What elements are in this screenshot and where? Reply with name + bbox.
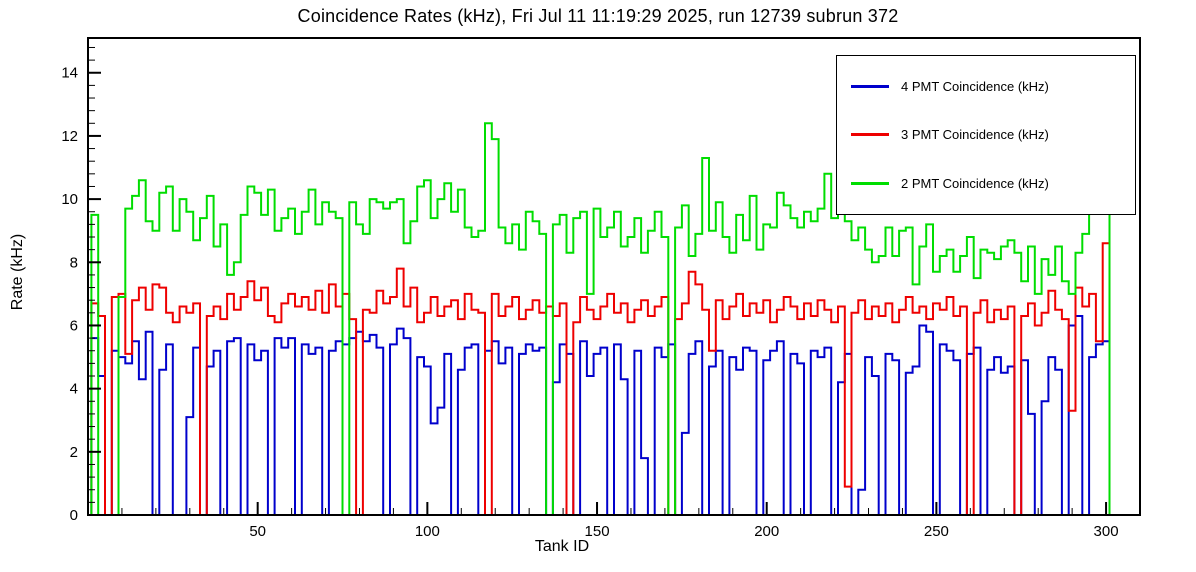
- y-tick-label: 6: [70, 317, 78, 334]
- legend-swatch-3pmt: [851, 133, 889, 137]
- legend-entry-3pmt: 3 PMT Coincidence (kHz): [851, 127, 1129, 142]
- series-line-0: [90, 315, 1117, 516]
- legend-label-2pmt: 2 PMT Coincidence (kHz): [901, 176, 1049, 192]
- x-tick-label: 50: [249, 523, 266, 540]
- x-axis: 50 100 150 200 250 300: [87, 502, 1141, 540]
- x-axis-title: Tank ID: [534, 538, 590, 555]
- y-tick-label: 12: [61, 128, 78, 145]
- legend-entry-4pmt: 4 PMT Coincidence (kHz): [851, 79, 1129, 94]
- x-tick-label: 300: [1094, 523, 1119, 540]
- x-tick-label: 200: [754, 523, 779, 540]
- y-tick-label: 4: [70, 381, 78, 398]
- x-tick-label: 100: [415, 523, 440, 540]
- y-tick-label: 8: [70, 254, 78, 271]
- chart-title: Coincidence Rates (kHz), Fri Jul 11 11:1…: [297, 6, 899, 26]
- legend-swatch-4pmt: [851, 84, 889, 88]
- legend-entry-2pmt: 2 PMT Coincidence (kHz): [851, 176, 1129, 191]
- series-line-1: [90, 242, 1117, 516]
- x-tick-label: 250: [924, 523, 949, 540]
- plot-frame: [87, 37, 1141, 516]
- legend: 4 PMT Coincidence (kHz) 3 PMT Coincidenc…: [836, 55, 1136, 215]
- y-tick-label: 10: [61, 191, 78, 208]
- y-tick-label: 14: [61, 65, 78, 82]
- series-group: [90, 122, 1117, 516]
- legend-label-3pmt: 3 PMT Coincidence (kHz): [901, 127, 1049, 143]
- x-tick-label: 150: [585, 523, 610, 540]
- y-tick-label: 0: [70, 507, 78, 524]
- series-line-2: [90, 122, 1117, 516]
- legend-label-4pmt: 4 PMT Coincidence (kHz): [901, 78, 1049, 94]
- y-axis: 0 2 4 6 8 10 12 14: [61, 46, 101, 524]
- legend-swatch-2pmt: [851, 182, 889, 186]
- y-tick-label: 2: [70, 444, 78, 461]
